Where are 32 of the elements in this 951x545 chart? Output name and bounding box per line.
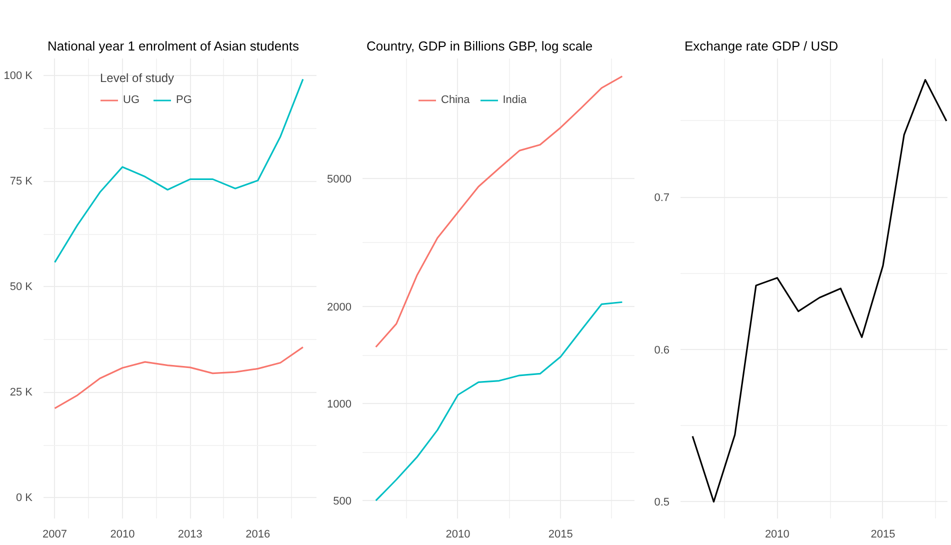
- legend-label: India: [502, 94, 527, 106]
- y-tick-label: 50 K: [10, 280, 34, 293]
- x-tick-label: 2016: [246, 528, 270, 540]
- chart-title: National year 1 enrolment of Asian students: [48, 38, 300, 54]
- legend-title: Level of study: [100, 71, 176, 85]
- y-tick-label: 1000: [327, 398, 352, 411]
- y-tick-label: 5000: [327, 174, 352, 186]
- x-tick-label: 2010: [110, 528, 135, 540]
- y-tick-label: 0.7: [654, 192, 670, 204]
- line-series: [375, 76, 623, 348]
- x-tick-label: 2010: [446, 528, 470, 540]
- y-tick-label: 500: [333, 496, 352, 508]
- y-tick-label: 2000: [327, 302, 352, 314]
- line-series: [54, 346, 304, 410]
- chart-title: Exchange rate GDP / USD: [684, 38, 838, 54]
- x-tick-label: 2015: [870, 528, 896, 540]
- y-tick-label: 0.5: [654, 496, 670, 509]
- y-tick-label: 75 K: [10, 175, 34, 188]
- x-tick-label: 2015: [548, 528, 573, 540]
- y-tick-label: 100 K: [4, 70, 34, 82]
- y-tick-label: 0 K: [16, 492, 34, 504]
- legend-label: UG: [123, 94, 140, 106]
- legend-label: PG: [176, 94, 193, 106]
- y-tick-label: 0.6: [654, 344, 670, 356]
- x-tick-label: 2010: [764, 528, 790, 540]
- x-tick-label: 2007: [42, 528, 68, 540]
- x-tick-label: 2013: [178, 528, 202, 540]
- line-series: [692, 79, 948, 503]
- chart-title: Country, GDP in Billions GBP, log scale: [366, 38, 593, 54]
- y-tick-label: 25 K: [10, 386, 34, 398]
- line-series: [375, 301, 623, 502]
- legend-label: China: [441, 94, 470, 106]
